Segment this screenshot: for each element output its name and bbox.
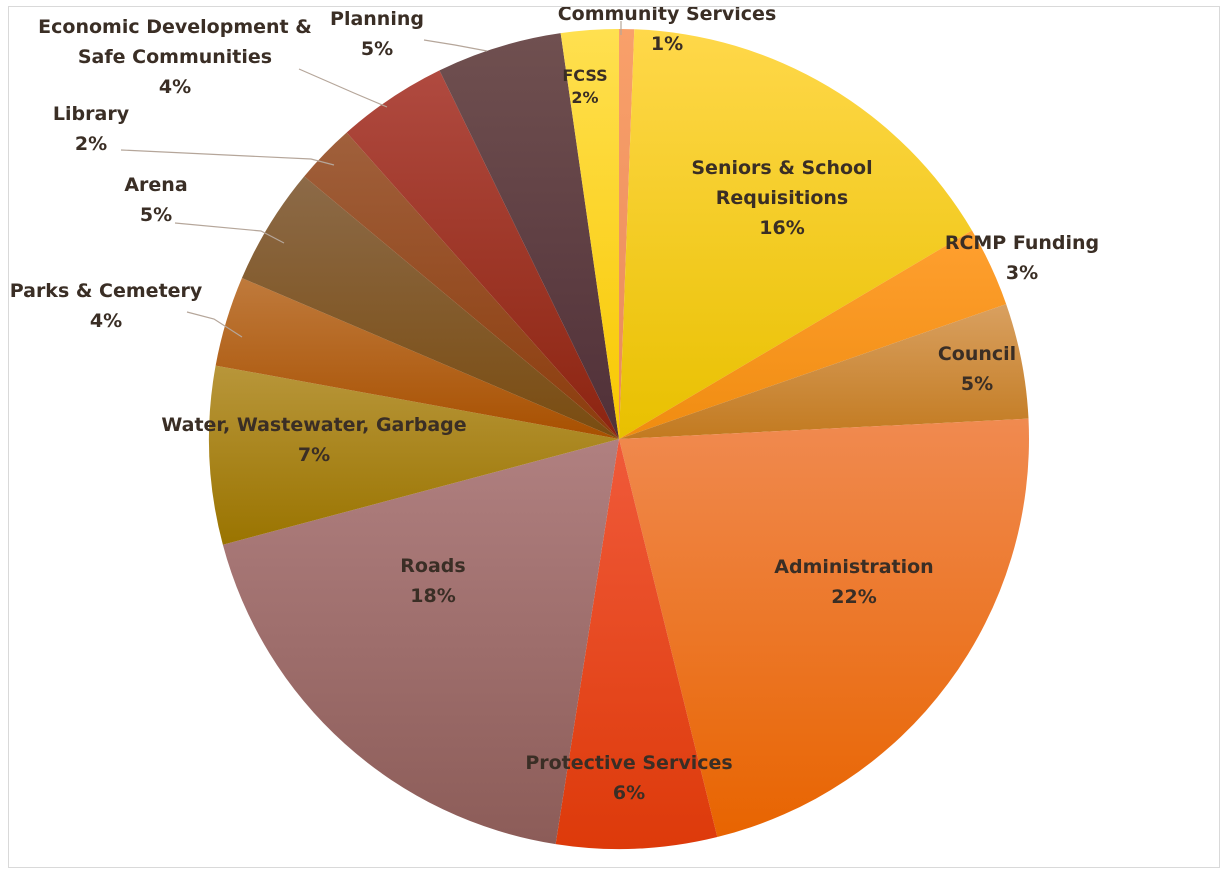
slice-label-fcss: FCSS 2%: [562, 66, 607, 107]
slice-percent: 2%: [75, 133, 107, 155]
slice-label-community-services: Community Services 1%: [558, 7, 777, 55]
leader-line: [298, 68, 388, 108]
pie-slice-arena: [241, 176, 619, 439]
slice-label-economic-development-safe-communities: Economic Development & Safe Communities 4%: [38, 16, 312, 98]
slice-percent: 7%: [298, 444, 330, 466]
leader-lines: [120, 21, 622, 338]
slice-label-protective-services: Protective Services 6%: [525, 752, 732, 804]
slice-name: Council: [938, 343, 1016, 365]
slice-label-arena: Arena 5%: [124, 174, 187, 226]
pie-slice-parks-cemetery: [215, 277, 620, 439]
pie-slice-water-wastewater-garbage: [209, 365, 619, 545]
slice-percent: 1%: [651, 33, 683, 55]
slice-name: Community Services: [558, 7, 777, 25]
pie-slice-rcmp-funding: [619, 230, 1007, 439]
pie-slice-seniors-school-requisitions: [619, 29, 972, 439]
slice-label-rcmp-funding: RCMP Funding 3%: [945, 232, 1099, 284]
slice-percent: 5%: [140, 204, 172, 226]
slice-label-parks-cemetery: Parks & Cemetery 4%: [10, 280, 203, 332]
pie-slice-administration: [619, 418, 1029, 838]
slice-name: Roads: [400, 555, 465, 577]
leader-line: [174, 222, 285, 244]
pie-slice-council: [619, 304, 1029, 439]
pie-slices: [209, 29, 1029, 849]
chart-frame: Community Services 1% Seniors & School Requ…: [8, 6, 1220, 868]
slice-label-seniors-school-requisitions: Seniors & School Requisitions 16%: [691, 157, 872, 239]
slice-percent: 6%: [613, 782, 645, 804]
leader-line: [120, 149, 335, 166]
slice-percent: 4%: [90, 310, 122, 332]
leader-line: [186, 311, 243, 338]
slice-percent: 3%: [1006, 262, 1038, 284]
slice-name: Planning: [330, 8, 424, 30]
slice-name: Seniors & School: [691, 157, 872, 179]
slice-name: Requisitions: [716, 187, 848, 209]
slice-percent: 22%: [831, 586, 876, 608]
slice-name: Library: [53, 103, 130, 125]
slice-name: Economic Development &: [38, 16, 312, 38]
slice-percent: 5%: [361, 38, 393, 60]
slice-label-administration: Administration 22%: [774, 556, 933, 608]
pie-slice-roads: [222, 439, 619, 845]
slice-percent: 4%: [159, 76, 191, 98]
pie-slice-protective-services: [555, 439, 718, 849]
pie-slice-fcss: [560, 29, 619, 439]
slice-label-roads: Roads 18%: [400, 555, 465, 607]
slice-name: RCMP Funding: [945, 232, 1099, 254]
pie-slice-economic-development-safe-communities: [346, 70, 619, 439]
slice-label-council: Council 5%: [938, 343, 1016, 395]
pie-chart: Community Services 1% Seniors & School Requ…: [10, 7, 1099, 849]
slice-name: Administration: [774, 556, 933, 578]
pie-slice-community-services: [619, 29, 635, 439]
slice-name: Water, Wastewater, Garbage: [161, 414, 466, 436]
leader-line: [423, 39, 488, 52]
slice-name: FCSS: [562, 66, 607, 85]
slice-label-planning: Planning 5%: [330, 8, 424, 60]
slice-labels: Community Services 1% Seniors & School Requ…: [10, 7, 1099, 804]
slice-label-library: Library 2%: [53, 103, 130, 155]
slice-percent: 18%: [410, 585, 455, 607]
slice-label-water-wastewater-garbage: Water, Wastewater, Garbage 7%: [161, 414, 466, 466]
slice-name: Safe Communities: [78, 46, 272, 68]
slice-percent: 5%: [961, 373, 993, 395]
pie-slice-library: [304, 132, 619, 439]
slice-percent: 2%: [571, 88, 598, 107]
pie-slice-planning: [439, 33, 619, 439]
slice-name: Protective Services: [525, 752, 732, 774]
slice-percent: 16%: [759, 217, 804, 239]
slice-name: Arena: [124, 174, 187, 196]
slice-name: Parks & Cemetery: [10, 280, 203, 302]
